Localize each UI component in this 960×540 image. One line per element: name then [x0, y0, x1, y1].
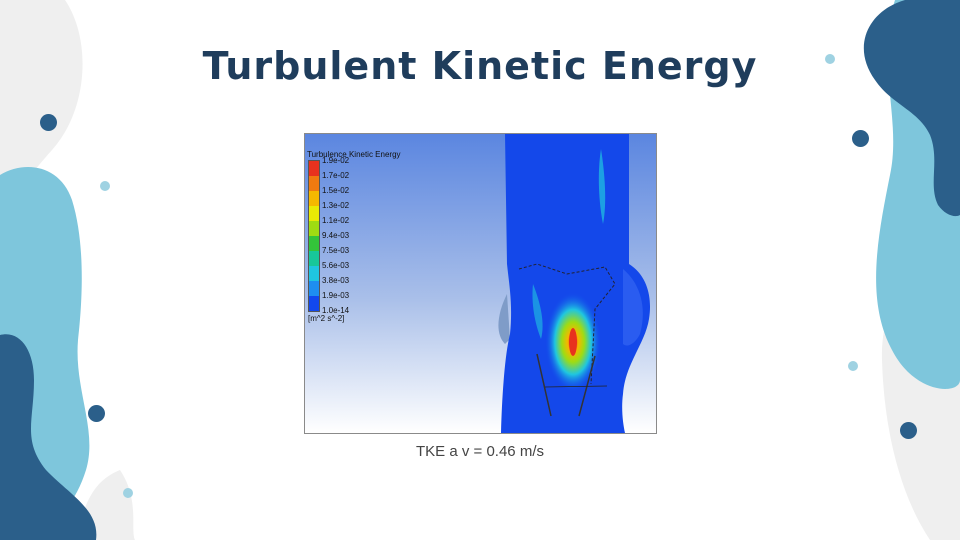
legend-tick-label: 1.5e-02 — [322, 186, 350, 195]
dot-decoration — [88, 405, 105, 422]
figure-caption: TKE a v = 0.46 m/s — [416, 443, 544, 460]
colorbar-swatch — [309, 236, 319, 251]
legend-title: Turbulence Kinetic Energy — [307, 150, 401, 159]
dot-decoration — [100, 181, 110, 191]
colorbar-swatch — [309, 206, 319, 221]
slide-title: Turbulent Kinetic Energy — [202, 44, 758, 88]
cfd-contour-plot — [305, 134, 656, 433]
legend-tick-label: 1.1e-02 — [322, 216, 350, 225]
legend-tick-label: 1.0e-14 — [322, 306, 350, 315]
dot-decoration — [40, 114, 57, 131]
dot-decoration — [825, 54, 835, 64]
tke-contour-image: Turbulence Kinetic Energy 1.9e-02 1.7e-02… — [304, 133, 657, 434]
grey-blob-left — [0, 0, 83, 215]
dark-blue-blob-right — [863, 0, 960, 217]
colorbar — [308, 160, 320, 312]
colorbar-swatch — [309, 221, 319, 236]
dot-decoration — [852, 130, 869, 147]
legend-tick-label: 1.9e-02 — [322, 156, 350, 165]
legend-tick-label: 3.8e-03 — [322, 276, 350, 285]
colorbar-swatch — [309, 251, 319, 266]
bulge-highlight — [623, 269, 643, 346]
legend-tick-label: 1.7e-02 — [322, 171, 350, 180]
legend-tick-label: 1.9e-03 — [322, 291, 350, 300]
legend-tick-label: 1.3e-02 — [322, 201, 350, 210]
streak-left — [532, 284, 543, 339]
side-shadow — [498, 294, 510, 344]
valve-ring — [544, 385, 608, 388]
dark-blue-blob-left — [0, 334, 97, 540]
colorbar-legend: Turbulence Kinetic Energy 1.9e-02 1.7e-02… — [307, 150, 401, 323]
streak-upper — [598, 149, 606, 224]
tke-core — [569, 328, 577, 356]
legend-tick-label: 5.6e-03 — [322, 261, 350, 270]
legend-tick-label: 9.4e-03 — [322, 231, 350, 240]
colorbar-swatch — [309, 266, 319, 281]
leaflet-left — [536, 353, 552, 417]
dot-decoration — [848, 361, 858, 371]
colorbar-swatch — [309, 281, 319, 296]
legend-tick-label: 7.5e-03 — [322, 246, 350, 255]
legend-unit: [m^2 s^-2] — [308, 314, 345, 323]
dot-decoration — [123, 488, 133, 498]
colorbar-swatch — [309, 296, 319, 311]
colorbar-swatch — [309, 161, 319, 176]
valve-outline — [518, 263, 616, 385]
colorbar-swatch — [309, 191, 319, 206]
colorbar-swatch — [309, 176, 319, 191]
dot-decoration — [900, 422, 917, 439]
